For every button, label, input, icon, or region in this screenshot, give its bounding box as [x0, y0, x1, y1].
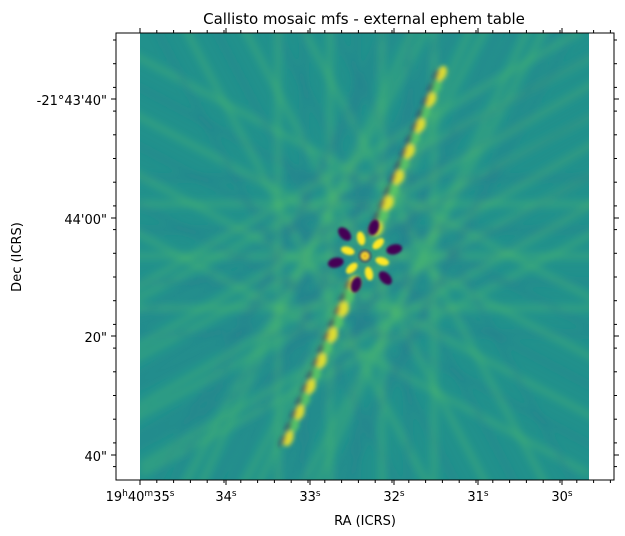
lobe-low	[378, 271, 392, 285]
sidelobe-stripe	[259, 33, 518, 480]
sidelobe-stripe	[140, 33, 583, 333]
sidelobe-stripe	[140, 118, 589, 423]
sidelobe-stripe	[267, 33, 554, 480]
sky-image	[140, 33, 589, 480]
x-tick-label: 19h40m35s	[106, 489, 175, 505]
beam-trough	[289, 408, 297, 422]
beam-trough	[295, 395, 303, 409]
chart-title: Callisto mosaic mfs - external ephem tab…	[203, 10, 525, 28]
x-axis-label: RA (ICRS)	[334, 514, 396, 529]
beam-trough	[332, 304, 341, 319]
sidelobe-stripe	[306, 33, 565, 480]
sidelobe-stripe	[140, 73, 589, 378]
x-tick-label: 33s	[299, 489, 321, 505]
core-center	[363, 254, 367, 258]
beam-trough	[311, 356, 319, 370]
y-tick-labels: -21°43'40" 44'00" 20" 40"	[37, 94, 107, 465]
sidelobe-stripe	[212, 33, 471, 480]
lobe-low	[386, 244, 403, 255]
sidelobe-stripe	[140, 227, 589, 233]
lobe-high	[341, 246, 355, 256]
source-core	[327, 219, 403, 293]
sidelobe-stripe	[153, 33, 440, 480]
beam-trough	[343, 279, 351, 293]
beam-trough	[322, 330, 330, 344]
lobe-low	[327, 257, 344, 268]
y-tick-label: 40"	[84, 450, 107, 465]
sidelobe-stripe	[140, 51, 589, 356]
beam-trough	[305, 369, 313, 383]
y-axis-label: Dec (ICRS)	[10, 222, 25, 292]
y-tick-label: 44'00"	[64, 213, 107, 228]
sidelobe-stripe	[165, 33, 424, 480]
lobe-high	[345, 262, 358, 274]
sidelobe-stripe	[140, 189, 589, 476]
beam-trough	[426, 81, 434, 95]
lobe-high	[356, 231, 366, 246]
beam-trough	[284, 421, 292, 435]
axes-frame	[115, 32, 615, 481]
beam-pattern	[278, 65, 448, 448]
x-tick-labels: 19h40m35s 34s 33s 32s 31s 30s	[106, 489, 573, 505]
beam-trough	[338, 292, 346, 306]
beam-trough	[316, 343, 324, 357]
x-tick-label: 32s	[383, 489, 405, 505]
sidelobe-stripe	[140, 141, 589, 446]
sidelobe-stripe	[405, 33, 411, 480]
sidelobe-stripe	[140, 163, 589, 468]
axis-ticks	[111, 28, 619, 485]
beam-trough	[432, 68, 440, 82]
sidelobe-stripes	[140, 33, 589, 480]
beam-trough	[383, 185, 391, 199]
lobe-high	[364, 266, 374, 281]
sidelobe-stripe	[140, 279, 589, 285]
sidelobe-stripe	[327, 33, 333, 480]
beam-trough	[377, 197, 386, 212]
beam-trough	[421, 94, 429, 108]
y-tick-label: 20"	[84, 331, 107, 346]
beam-trough	[410, 120, 418, 134]
lobe-low	[368, 219, 380, 236]
beam-trough	[399, 146, 407, 160]
lobe-high	[375, 256, 389, 266]
beam-trough	[327, 317, 335, 331]
beam-trough	[394, 159, 402, 173]
sidelobe-stripe	[140, 96, 589, 401]
x-tick-label: 34s	[215, 489, 237, 505]
lobe-low	[338, 227, 352, 241]
sidelobe-stripe	[244, 33, 532, 480]
lobe-high	[372, 238, 385, 250]
beam-trough	[300, 382, 308, 396]
x-tick-label: 30s	[551, 489, 573, 505]
sidelobe-stripe	[176, 33, 463, 480]
beam-trough	[405, 133, 413, 147]
beam-trough	[415, 107, 423, 121]
sidelobe-stripe	[198, 33, 486, 480]
y-tick-label: -21°43'40"	[37, 94, 107, 109]
lobe-low	[350, 276, 362, 293]
beam-trough	[278, 434, 286, 448]
x-tick-label: 31s	[467, 489, 489, 505]
beam-trough	[388, 172, 396, 186]
